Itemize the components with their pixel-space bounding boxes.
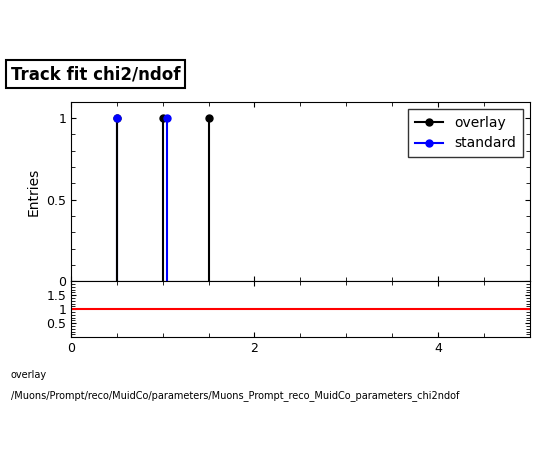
Y-axis label: Entries: Entries — [27, 167, 40, 216]
Text: /Muons/Prompt/reco/MuidCo/parameters/Muons_Prompt_reco_MuidCo_parameters_chi2ndo: /Muons/Prompt/reco/MuidCo/parameters/Muo… — [11, 390, 459, 401]
Text: overlay: overlay — [11, 370, 47, 380]
Text: Track fit chi2/ndof: Track fit chi2/ndof — [11, 65, 180, 83]
Legend: overlay, standard: overlay, standard — [408, 109, 523, 158]
